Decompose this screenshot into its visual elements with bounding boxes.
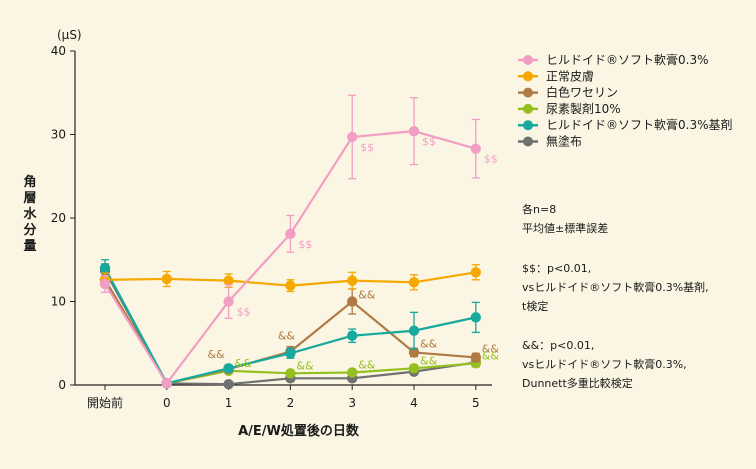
significance-amp-brown: && bbox=[482, 342, 500, 355]
x-tick-label: 開始前 bbox=[87, 395, 123, 410]
data-point bbox=[470, 352, 481, 363]
significance-dollar: $$ bbox=[298, 238, 312, 251]
note-line: vsヒルドイド®ソフト軟膏0.3%, bbox=[522, 357, 687, 371]
chart-panel: 0 10 20 30 40 開始前 0 1 2 3 4 5 (μS) 角層水分量 A/E/W処置後の日数 $… bbox=[7, 7, 749, 459]
y-axis-title-char: 水 bbox=[23, 206, 37, 222]
legend-swatch-marker bbox=[523, 136, 533, 147]
y-axis-title-char: 分 bbox=[23, 222, 36, 238]
data-point bbox=[408, 325, 420, 336]
y-tick-label: 40 bbox=[51, 44, 66, 58]
data-point bbox=[408, 277, 420, 288]
legend-swatch-marker bbox=[523, 87, 533, 98]
legend-swatch-marker bbox=[523, 103, 533, 114]
data-point bbox=[408, 125, 420, 137]
significance-dollar: $$ bbox=[484, 153, 498, 166]
significance-dollar: $$ bbox=[422, 135, 436, 148]
legend-swatch-marker bbox=[523, 55, 533, 65]
x-tick-label: 0 bbox=[163, 396, 171, 410]
significance-amp-green: && bbox=[296, 359, 314, 372]
legend-swatch-marker bbox=[523, 71, 533, 82]
note-line: Dunnett多重比較検定 bbox=[522, 376, 633, 390]
data-point bbox=[161, 273, 172, 285]
series-1 bbox=[99, 264, 481, 293]
legend-label: 白色ワセリン bbox=[546, 85, 618, 100]
y-tick-label: 0 bbox=[58, 378, 66, 392]
data-point bbox=[347, 296, 358, 307]
data-point bbox=[347, 275, 358, 286]
y-tick-label: 10 bbox=[51, 295, 66, 309]
significance-amp-brown: && bbox=[278, 330, 296, 343]
significance-amp-green: && bbox=[482, 349, 500, 362]
data-point bbox=[347, 131, 358, 143]
data-point bbox=[408, 347, 420, 358]
y-axis-title-char: 角 bbox=[23, 174, 36, 190]
significance-amp-brown: && bbox=[207, 348, 225, 361]
data-point bbox=[347, 367, 358, 378]
series-0 bbox=[99, 94, 481, 389]
data-point bbox=[99, 262, 111, 274]
legend-label: ヒルドイド®ソフト軟膏0.3%基剤 bbox=[546, 117, 733, 132]
significance-amp-brown: && bbox=[358, 289, 376, 302]
significance-amp-green: && bbox=[235, 357, 253, 370]
legend-label: ヒルドイド®ソフト軟膏0.3% bbox=[546, 52, 709, 67]
x-tick-label: 3 bbox=[348, 396, 356, 410]
significance-amp-brown: && bbox=[420, 337, 438, 350]
data-point bbox=[223, 275, 234, 286]
legend-label: 正常皮膚 bbox=[546, 68, 594, 83]
data-point bbox=[99, 278, 111, 290]
y-unit-label: (μS) bbox=[57, 28, 82, 42]
note-line: $$：p<0.01, bbox=[522, 262, 591, 275]
legend-label: 無塗布 bbox=[546, 134, 582, 149]
x-tick-label: 1 bbox=[225, 396, 233, 410]
legend-swatch-marker bbox=[523, 120, 533, 131]
note-line: vsヒルドイド®ソフト軟膏0.3%基剤, bbox=[522, 280, 709, 294]
significance-amp-green: && bbox=[420, 354, 438, 367]
y-tick-label: 30 bbox=[51, 128, 66, 142]
note-line: &&：p<0.01, bbox=[522, 339, 594, 352]
note-line: 平均値±標準誤差 bbox=[522, 221, 608, 235]
data-point bbox=[347, 330, 358, 341]
data-point bbox=[285, 280, 296, 291]
significance-dollar: $$ bbox=[237, 306, 251, 319]
x-tick-label: 2 bbox=[287, 396, 295, 410]
y-axis-title-char: 量 bbox=[23, 239, 36, 254]
note-line: t検定 bbox=[522, 299, 548, 313]
significance-dollar: $$ bbox=[360, 141, 374, 154]
data-point bbox=[285, 228, 296, 240]
data-point bbox=[223, 378, 234, 390]
y-axis-title-char: 層 bbox=[23, 191, 36, 206]
x-tick-label: 4 bbox=[410, 396, 418, 410]
significance-amp-green: && bbox=[358, 358, 376, 371]
x-tick-label: 5 bbox=[472, 396, 480, 410]
data-point bbox=[408, 363, 420, 374]
data-point bbox=[161, 378, 172, 389]
x-axis-title: A/E/W処置後の日数 bbox=[238, 423, 360, 439]
data-point bbox=[470, 143, 481, 154]
y-tick-label: 20 bbox=[51, 211, 66, 225]
data-point bbox=[470, 267, 481, 278]
legend-label: 尿素製剤10% bbox=[546, 101, 621, 116]
data-point bbox=[223, 296, 234, 307]
data-point bbox=[223, 363, 234, 374]
data-point bbox=[285, 348, 296, 359]
note-line: 各n=8 bbox=[522, 202, 556, 216]
data-point bbox=[470, 312, 481, 323]
data-point bbox=[285, 368, 296, 379]
